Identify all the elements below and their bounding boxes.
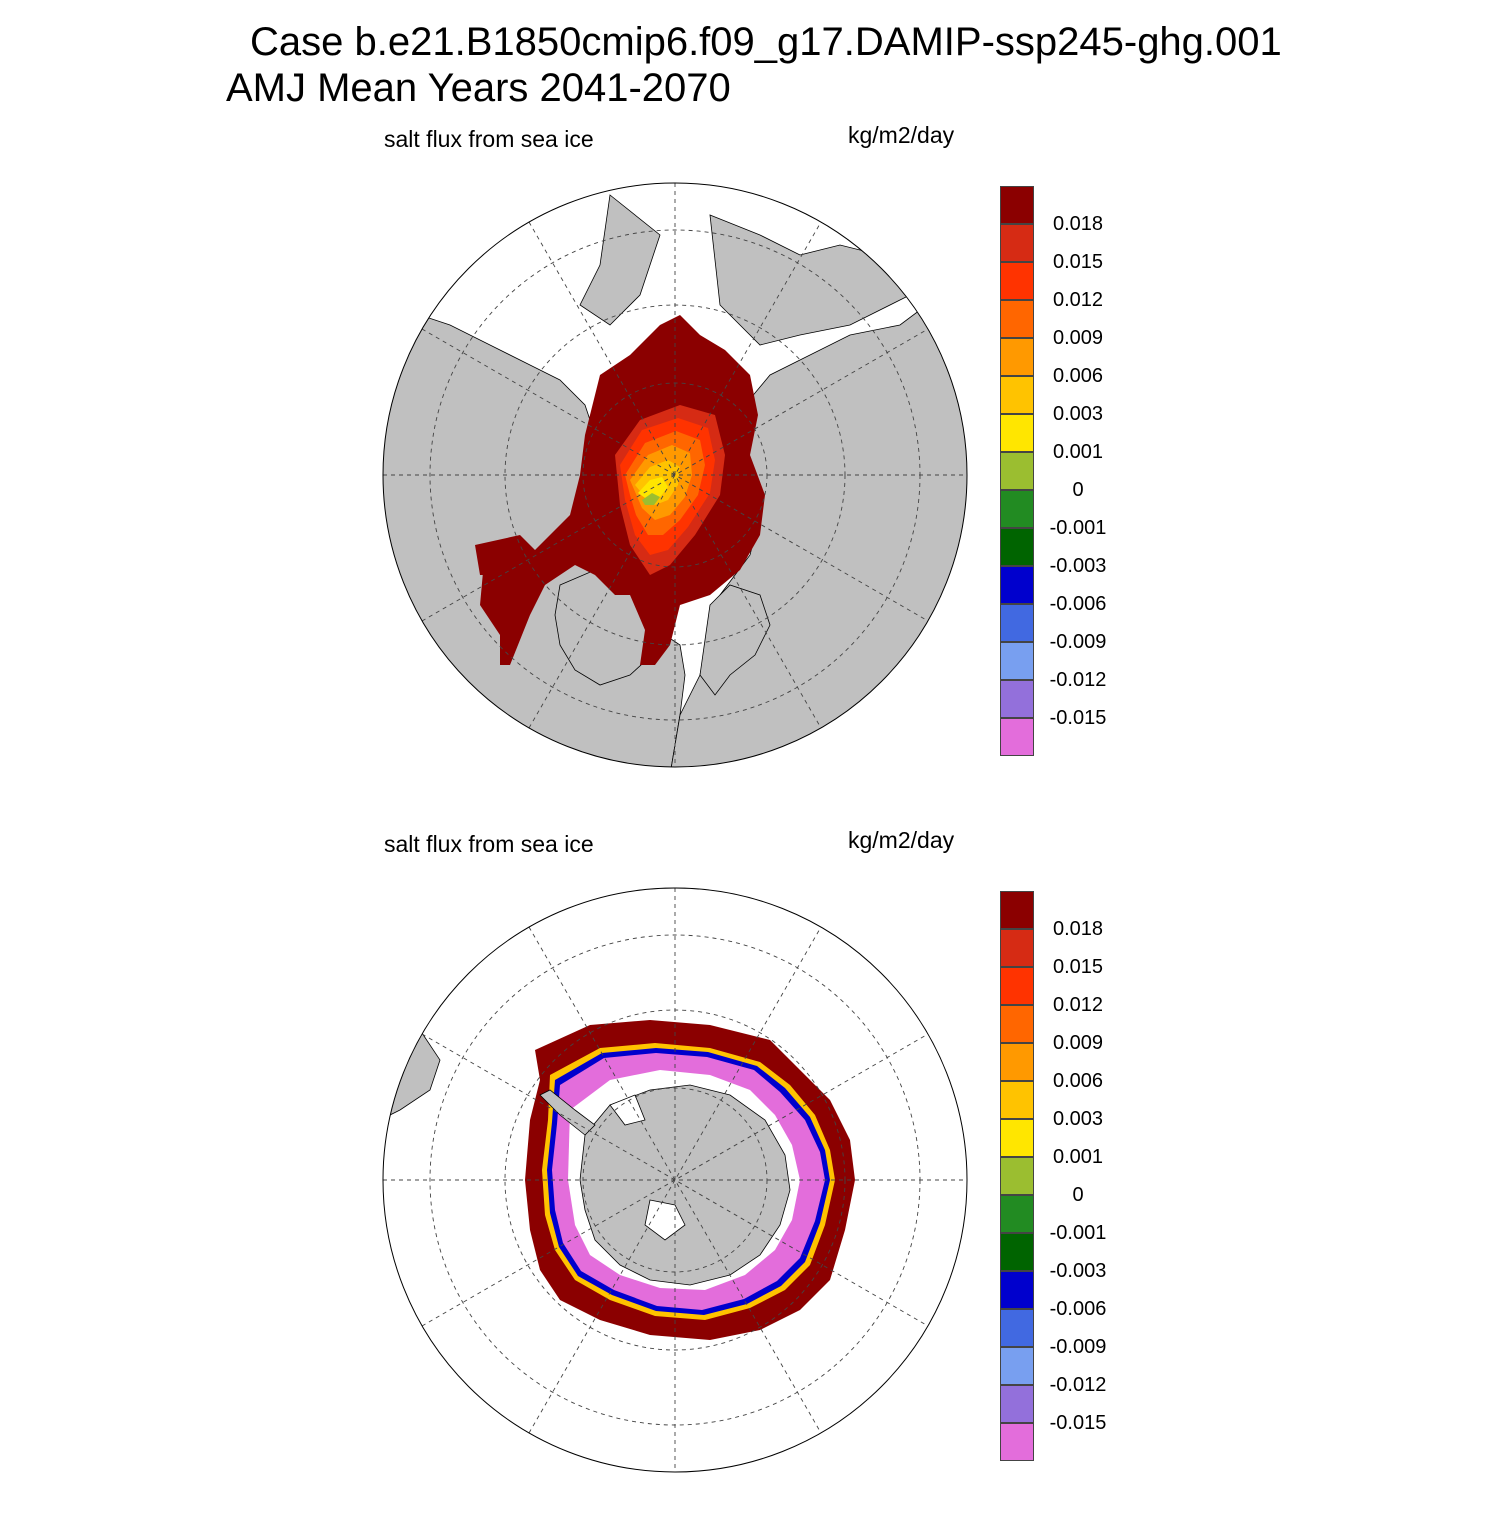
- colorbar-tick-label: 0.015: [1052, 251, 1104, 273]
- colorbar-swatch: [1000, 1271, 1034, 1309]
- colorbar-tick-label: 0.006: [1052, 365, 1104, 387]
- colorbar-tick-label: 0.012: [1052, 994, 1104, 1016]
- colorbar-tick-label: -0.009: [1049, 1336, 1107, 1358]
- colorbar-tick-label: -0.003: [1049, 555, 1107, 577]
- land-antarctic-peninsula: [539, 1089, 596, 1136]
- colorbar-swatch: [1000, 1043, 1034, 1081]
- figure-title-period: AMJ Mean Years 2041-2070: [226, 66, 731, 110]
- ice-shelf-weddell: [609, 1094, 646, 1126]
- colorbar-swatch: [1000, 718, 1034, 756]
- variable-label: salt flux from sea ice: [384, 831, 594, 857]
- antarctic-polar-map: [382, 887, 968, 1473]
- colorbar-tick-label: 0.009: [1052, 327, 1104, 349]
- colorbar-swatch: [1000, 1081, 1034, 1119]
- land-beringia: [579, 194, 661, 326]
- colorbar-swatch: [1000, 1347, 1034, 1385]
- colorbar-tick-label: 0.018: [1052, 918, 1104, 940]
- colorbar-swatch: [1000, 642, 1034, 680]
- colorbar-swatch: [1000, 452, 1034, 490]
- colorbar-swatch: [1000, 338, 1034, 376]
- colorbar-swatch: [1000, 224, 1034, 262]
- colorbar-tick-label: -0.015: [1049, 707, 1107, 729]
- colorbar-tick-label: -0.006: [1049, 1298, 1107, 1320]
- colorbar-swatch: [1000, 680, 1034, 718]
- colorbar-swatch: [1000, 528, 1034, 566]
- seaice-flux-hudson: [475, 535, 540, 585]
- colorbar-swatch: [1000, 1195, 1034, 1233]
- seaice-flux-0001: [638, 477, 668, 500]
- colorbar-tick-label: 0.001: [1052, 441, 1104, 463]
- colorbar-tick-label: -0.001: [1049, 1222, 1107, 1244]
- colorbar-tick-label: 0: [1072, 479, 1084, 501]
- graticule: [383, 183, 967, 767]
- colorbar-swatch: [1000, 967, 1034, 1005]
- colorbar-swatch: [1000, 1119, 1034, 1157]
- arctic-polar-map: [382, 182, 968, 768]
- colorbar-tick-label: -0.006: [1049, 593, 1107, 615]
- colorbar-tick-label: 0.001: [1052, 1146, 1104, 1168]
- variable-label: salt flux from sea ice: [384, 126, 594, 152]
- colorbar-tick-label: -0.015: [1049, 1412, 1107, 1434]
- units-label: kg/m2/day: [848, 122, 955, 148]
- colorbar-tick-label: -0.003: [1049, 1260, 1107, 1282]
- units-label: kg/m2/day: [848, 827, 955, 853]
- colorbar-tick-label: 0.009: [1052, 1032, 1104, 1054]
- colorbar-tick-label: -0.012: [1049, 1374, 1107, 1396]
- colorbar-tick-label: 0.003: [1052, 1108, 1104, 1130]
- colorbar-tick-label: -0.009: [1049, 631, 1107, 653]
- colorbar: 0.018 0.015 0.012 0.009 0.006 0.003 0.001 0 -0.0…: [1000, 186, 1106, 756]
- map-boundary: [382, 887, 968, 1473]
- colorbar: 0.018 0.015 0.012 0.009 0.006 0.003 0.001 0 -0.0…: [1000, 891, 1106, 1461]
- colorbar-tick-label: -0.012: [1049, 669, 1107, 691]
- colorbar-tick-label: 0.003: [1052, 403, 1104, 425]
- colorbar-tick-label: 0: [1072, 1184, 1084, 1206]
- land-scandinavia: [699, 584, 771, 696]
- colorbar-swatch: [1000, 300, 1034, 338]
- colorbar-swatch: [1000, 490, 1034, 528]
- colorbar-swatch: [1000, 376, 1034, 414]
- figure-title-case: Case b.e21.B1850cmip6.f09_g17.DAMIP-ssp2…: [250, 20, 1282, 64]
- colorbar-tick-label: -0.001: [1049, 517, 1107, 539]
- colorbar-swatch: [1000, 1005, 1034, 1043]
- antarctic-panel: salt flux from sea ice kg/m2/day: [0, 815, 1500, 1535]
- colorbar-tick-label: 0.012: [1052, 289, 1104, 311]
- seaice-flux-0: [642, 493, 660, 505]
- colorbar-swatch: [1000, 929, 1034, 967]
- map-boundary: [382, 182, 968, 768]
- graticule: [383, 888, 967, 1472]
- colorbar-swatch: [1000, 566, 1034, 604]
- colorbar-tick-label: 0.006: [1052, 1070, 1104, 1092]
- colorbar-swatch: [1000, 1309, 1034, 1347]
- colorbar-swatch: [1000, 1157, 1034, 1195]
- colorbar-swatch: [1000, 186, 1034, 224]
- colorbar-swatch: [1000, 891, 1034, 929]
- colorbar-tick-label: 0.018: [1052, 213, 1104, 235]
- land-antarctica: [579, 1084, 791, 1286]
- arctic-panel: salt flux from sea ice kg/m2/day: [0, 110, 1500, 830]
- colorbar-swatch: [1000, 414, 1034, 452]
- colorbar-swatch: [1000, 1385, 1034, 1423]
- colorbar-tick-label: 0.015: [1052, 956, 1104, 978]
- colorbar-swatch: [1000, 1423, 1034, 1461]
- colorbar-swatch: [1000, 1233, 1034, 1271]
- colorbar-swatch: [1000, 604, 1034, 642]
- colorbar-swatch: [1000, 262, 1034, 300]
